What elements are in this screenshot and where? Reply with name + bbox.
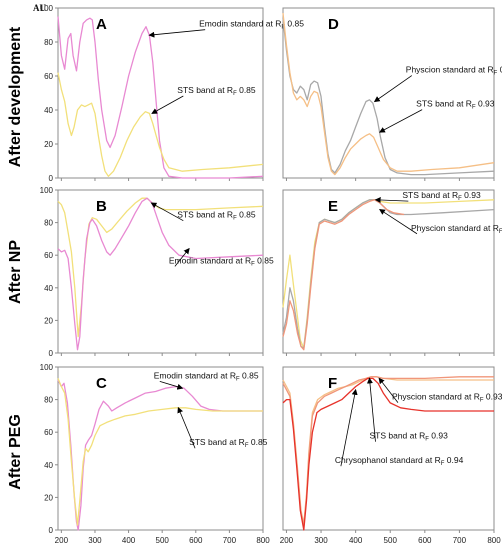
panel-f-annotation-1: Physcion standard at RF 0.93 xyxy=(392,392,502,404)
panel-c-ytick-label: 20 xyxy=(44,493,53,502)
panel-d-annotation-1-arrow xyxy=(373,75,413,103)
panel-b-ytick-label: 20 xyxy=(44,316,53,325)
panel-f-xtick-label: 600 xyxy=(418,536,432,545)
panel-c-ytick-label: 80 xyxy=(44,396,53,405)
panels-group: 0 20 40 60 80 100 A Emodin standard at RF 0.85 S… xyxy=(40,4,502,545)
panel-a-annotation-1-arrow xyxy=(148,29,206,38)
panel-b-ytick-label: 100 xyxy=(40,186,54,195)
panel-b-annotation-1-arrow xyxy=(150,202,184,222)
panel-c-frame xyxy=(57,366,264,531)
panel-a-ytick-label: 80 xyxy=(44,38,53,47)
panel-a-ytick-label: 100 xyxy=(40,4,54,13)
panel-e-series-2-line xyxy=(282,199,495,349)
panel-b-annotation-2-arrow xyxy=(174,247,190,267)
panel-a-ytick-label: 60 xyxy=(44,72,53,81)
panel-c-annotation-1: Emodin standard at RF 0.85 xyxy=(154,370,259,382)
panel-a-ytick-label: 20 xyxy=(44,140,53,149)
panel-d-annotation-2-arrow xyxy=(378,109,423,133)
panel-f-letter: F xyxy=(328,375,337,392)
panel-c-xtick-label: 700 xyxy=(223,536,237,545)
panel-b-series-1-line xyxy=(57,197,264,338)
panel-d-series-2-line xyxy=(282,13,495,176)
panel-a: 0 20 40 60 80 100 A Emodin standard at RF 0.85 S… xyxy=(40,4,305,183)
panel-f-frame xyxy=(282,366,495,531)
panel-c-letter: C xyxy=(96,375,107,392)
panel-a-annotation-2: STS band at RF 0.85 xyxy=(177,85,256,97)
unit-label: AU xyxy=(33,3,46,13)
row-label-after-development: After development xyxy=(7,26,24,167)
panel-c-xtick-label: 800 xyxy=(256,536,270,545)
panel-c-ytick-label: 40 xyxy=(44,461,53,470)
panel-f-xtick-label: 700 xyxy=(453,536,467,545)
panel-e-annotation-2: Physcion standard at RF 0.93 xyxy=(411,223,502,235)
panel-d-annotation-1: Physcion standard at RF 0.93 xyxy=(406,65,502,77)
panel-c-annotation-2-arrow xyxy=(177,406,196,449)
panel-c-annotation-2: STS band at RF 0.85 xyxy=(189,437,268,449)
panel-f-xtick-label: 500 xyxy=(384,536,398,545)
panel-c-ytick-label: 100 xyxy=(40,363,54,372)
panel-f-xtick-label: 400 xyxy=(349,536,363,545)
panel-a-frame xyxy=(57,7,264,179)
panel-c-xtick-label: 400 xyxy=(122,536,136,545)
panel-b-annotation-2: Emodin standard at RF 0.85 xyxy=(169,255,274,267)
panel-c-annotation-1-arrow xyxy=(159,381,184,390)
panel-c-series-1-line xyxy=(57,379,263,531)
panel-f-annotation-3: Chrysophanol standard at RF 0.94 xyxy=(335,455,464,467)
panel-c-series-2-line xyxy=(57,378,263,526)
panel-e-frame xyxy=(282,189,495,354)
panel-c: 0 20 40 60 80 100 200 300 400 500 600 700 800 C Emodin… xyxy=(40,363,271,545)
panel-a-ytick-label: 0 xyxy=(49,174,54,183)
panel-c-ytick-label: 0 xyxy=(49,526,54,535)
panel-f-annotation-2: STS band at RF 0.93 xyxy=(369,431,448,443)
panel-f: 200 300 400 500 600 700 800 F Physcion standard … xyxy=(280,366,502,545)
panel-e-letter: E xyxy=(328,198,338,215)
panel-f-xtick-label: 800 xyxy=(487,536,501,545)
panel-c-xtick-label: 200 xyxy=(55,536,69,545)
panel-d-frame xyxy=(282,7,495,179)
panel-a-series-2-line xyxy=(57,72,264,177)
panel-a-ytick-label: 40 xyxy=(44,106,53,115)
panel-a-letter: A xyxy=(96,16,107,33)
panel-f-series-3-line xyxy=(282,377,494,531)
panel-b-ytick-label: 0 xyxy=(49,349,54,358)
panel-c-xtick-label: 500 xyxy=(156,536,170,545)
panel-e: E STS band at RF 0.93 Physcion standard at… xyxy=(282,189,502,356)
panel-b-series-2-line xyxy=(57,197,264,351)
panel-b-frame xyxy=(57,189,264,354)
panel-b-ytick-label: 60 xyxy=(44,251,53,260)
panel-d-annotation-2: STS band at RF 0.93 xyxy=(416,99,495,111)
panel-f-xtick-label: 200 xyxy=(280,536,294,545)
panel-f-xtick-label: 300 xyxy=(314,536,328,545)
panel-e-annotation-1-arrow xyxy=(374,196,409,203)
row-label-after-np: After NP xyxy=(7,240,24,304)
panel-a-series-1-line xyxy=(57,16,264,179)
panel-c-ytick-label: 60 xyxy=(44,428,53,437)
panel-e-series-3-line xyxy=(282,199,405,351)
panel-b-ytick-label: 80 xyxy=(44,219,53,228)
panel-e-annotation-1: STS band at RF 0.93 xyxy=(402,190,481,202)
panel-d-series-1-line xyxy=(282,18,495,176)
panel-f-annotation-1-arrow xyxy=(378,377,399,403)
panel-c-xtick-label: 600 xyxy=(189,536,203,545)
panel-c-xtick-label: 300 xyxy=(88,536,102,545)
panel-e-annotation-2-arrow xyxy=(379,209,418,235)
panel-b-annotation-1: STS band at RF 0.85 xyxy=(177,210,256,222)
panel-f-annotation-2-arrow xyxy=(366,377,376,442)
panel-b-letter: B xyxy=(96,198,107,215)
panel-d: D Physcion standard at RF 0.93 STS band at… xyxy=(282,7,502,181)
row-label-after-peg: After PEG xyxy=(7,414,24,490)
panel-a-annotation-2-arrow xyxy=(151,95,184,114)
panel-a-annotation-1: Emodin standard at RF 0.85 xyxy=(199,19,304,31)
panel-b-ytick-label: 40 xyxy=(44,284,53,293)
panel-b: 0 20 40 60 80 100 B STS band at RF 0.85 Emodin s… xyxy=(40,186,274,358)
panel-f-annotation-3-arrow xyxy=(340,388,358,467)
panel-d-letter: D xyxy=(328,16,339,33)
